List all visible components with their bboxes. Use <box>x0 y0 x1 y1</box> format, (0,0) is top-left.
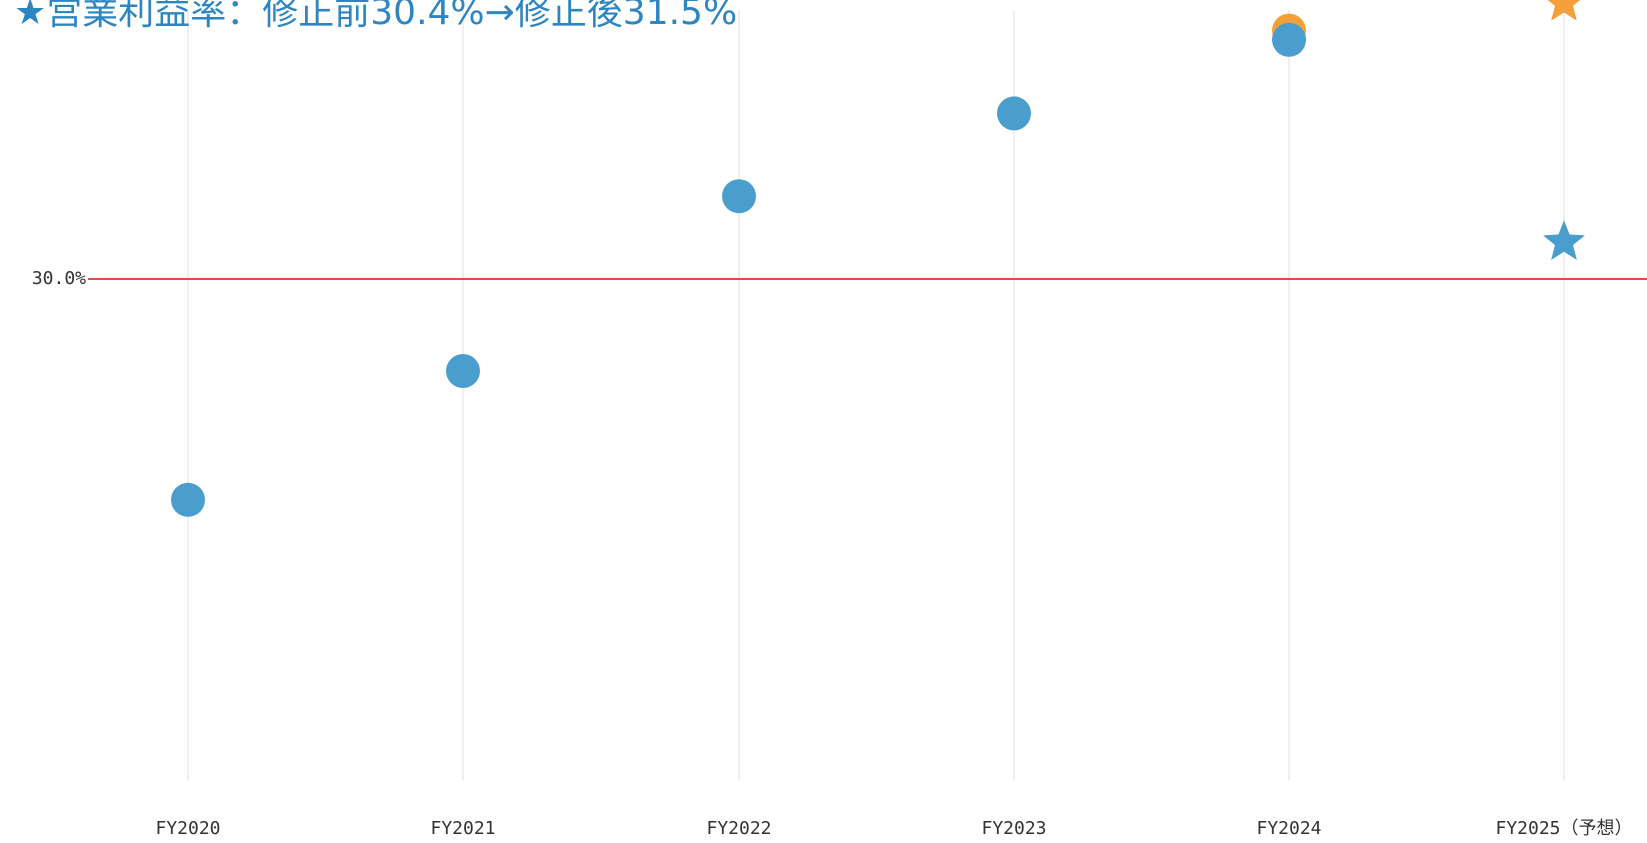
data-point-star <box>1543 220 1585 260</box>
data-point <box>997 96 1031 131</box>
x-tick-label: FY2023 <box>981 818 1046 839</box>
vertical-gridlines <box>187 10 1565 780</box>
x-tick-label: FY2021 <box>430 818 495 839</box>
data-point <box>446 354 480 388</box>
data-marks <box>171 0 1585 517</box>
reference-line-group: 30.0% <box>32 268 1647 289</box>
reference-line-label: 30.0% <box>32 268 86 289</box>
data-point <box>722 179 756 214</box>
x-tick-label: FY2025（予想） <box>1495 818 1632 839</box>
chart-title: ★営業利益率：修正前30.4%→修正後31.5% <box>14 0 737 33</box>
data-point-star <box>1547 0 1581 21</box>
data-point <box>171 482 205 517</box>
x-tick-label: FY2022 <box>706 818 771 839</box>
x-axis-labels: FY2020 FY2021 FY2022 FY2023 FY2024 FY2025（予想） <box>155 818 1632 839</box>
x-tick-label: FY2024 <box>1256 818 1321 839</box>
x-tick-label: FY2020 <box>155 818 220 839</box>
data-point <box>1272 22 1306 57</box>
